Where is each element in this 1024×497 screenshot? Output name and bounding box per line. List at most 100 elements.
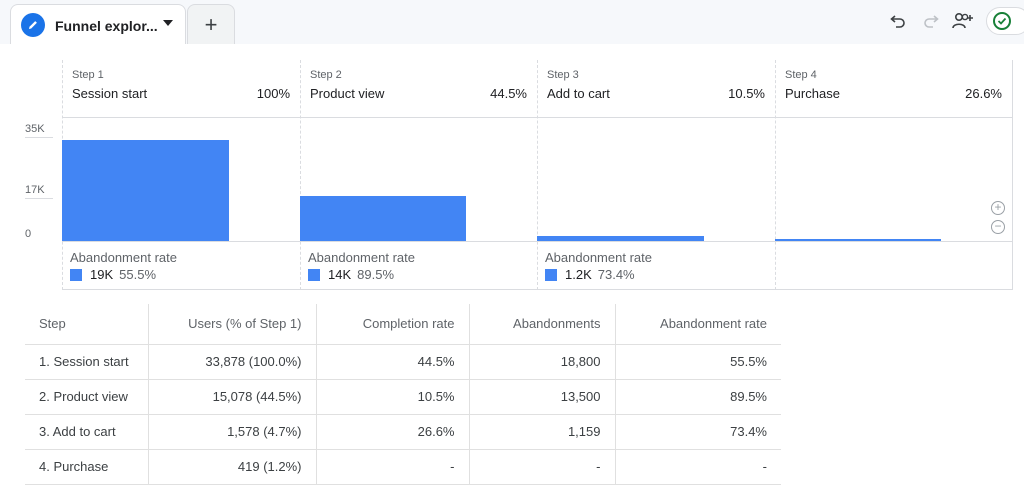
cell-abandonment-rate: 89.5% — [615, 379, 781, 415]
table-row[interactable]: 1. Session start 33,878 (100.0%) 44.5% 1… — [25, 344, 781, 380]
column-divider — [775, 60, 776, 290]
step-header: Step 2 Product view 44.5% — [300, 60, 537, 118]
step-header: Step 4 Purchase 26.6% — [775, 60, 1012, 118]
cell-completion-rate: 10.5% — [316, 379, 470, 415]
cell-users: 1,578 (4.7%) — [148, 414, 317, 450]
step-percent: 100% — [256, 86, 290, 101]
exploration-canvas: 35K 17K 0 Step 1 Session start 100% Aban… — [0, 44, 1024, 497]
column-divider — [1012, 60, 1013, 290]
abandonment-summary[interactable]: 19K 55.5% — [70, 267, 156, 282]
add-tab-button[interactable]: + — [187, 4, 235, 44]
cell-abandonment-rate: 55.5% — [615, 344, 781, 380]
funnel-step-3[interactable]: Step 3 Add to cart 10.5% Abandonment rat… — [537, 60, 775, 290]
funnel-chart: 35K 17K 0 Step 1 Session start 100% Aban… — [25, 60, 1013, 290]
step-header: Step 3 Add to cart 10.5% — [537, 60, 775, 118]
funnel-step-2[interactable]: Step 2 Product view 44.5% Abandonment ra… — [300, 60, 537, 290]
column-header-step[interactable]: Step — [25, 304, 149, 345]
cell-abandonments: - — [469, 449, 616, 485]
funnel-bar[interactable] — [537, 236, 704, 241]
redo-button[interactable] — [918, 8, 944, 34]
cell-abandonment-rate: 73.4% — [615, 414, 781, 450]
y-tick-label: 0 — [25, 228, 32, 240]
legend-swatch — [545, 268, 557, 281]
y-gridline — [25, 198, 53, 199]
funnel-bar[interactable] — [300, 196, 466, 241]
status-pill[interactable] — [986, 7, 1024, 35]
abandonment-rate: 73.4% — [597, 267, 635, 282]
funnel-step-4[interactable]: Step 4 Purchase 26.6% — [775, 60, 1012, 290]
cell-completion-rate: 44.5% — [316, 344, 470, 380]
cell-step: 1. Session start — [25, 344, 149, 380]
step-name: Purchase — [785, 86, 840, 101]
column-header-abandonments[interactable]: Abandonments — [469, 304, 616, 345]
abandonment-summary[interactable]: 1.2K 73.4% — [545, 267, 635, 282]
zoom-in-icon[interactable]: + — [991, 201, 1005, 215]
cell-abandonments: 13,500 — [469, 379, 616, 415]
column-header-completion-rate[interactable]: Completion rate — [316, 304, 470, 345]
legend-swatch — [308, 268, 320, 281]
cell-step: 2. Product view — [25, 379, 149, 415]
cell-completion-rate: 26.6% — [316, 414, 470, 450]
y-tick-label: 35K — [25, 123, 45, 135]
pencil-icon[interactable] — [21, 13, 45, 37]
funnel-table: Step Users (% of Step 1) Completion rate… — [25, 304, 781, 485]
top-tab-bar: Funnel explor... + — [0, 0, 1024, 44]
step-number: Step 3 — [547, 69, 579, 81]
redo-icon — [924, 15, 939, 28]
abandonment-summary[interactable]: 14K 89.5% — [308, 267, 394, 282]
tab-title: Funnel explor... — [55, 18, 158, 34]
plus-icon: + — [204, 11, 218, 37]
chevron-down-icon[interactable] — [163, 20, 173, 26]
cell-completion-rate: - — [316, 449, 470, 485]
table-row[interactable]: 3. Add to cart 1,578 (4.7%) 26.6% 1,159 … — [25, 414, 781, 450]
table-row[interactable]: 2. Product view 15,078 (44.5%) 10.5% 13,… — [25, 379, 781, 415]
step-percent: 44.5% — [490, 86, 527, 101]
abandonment-rate: 55.5% — [119, 267, 157, 282]
step-name: Session start — [72, 86, 148, 101]
cell-abandonment-rate: - — [615, 449, 781, 485]
step-name: Product view — [310, 86, 385, 101]
column-header-users[interactable]: Users (% of Step 1) — [148, 304, 317, 345]
cell-abandonments: 1,159 — [469, 414, 616, 450]
cell-step: 3. Add to cart — [25, 414, 149, 450]
abandonment-label: Abandonment rate — [545, 250, 652, 265]
abandonment-count: 14K — [328, 267, 352, 282]
cell-users: 419 (1.2%) — [148, 449, 317, 485]
table-header-row: Step Users (% of Step 1) Completion rate… — [25, 304, 781, 345]
funnel-step-1[interactable]: Step 1 Session start 100% Abandonment ra… — [62, 60, 300, 290]
abandonment-count: 1.2K — [565, 267, 592, 282]
funnel-bar[interactable] — [62, 140, 229, 241]
step-number: Step 4 — [785, 69, 817, 81]
cell-step: 4. Purchase — [25, 449, 149, 485]
y-tick-label: 17K — [25, 184, 45, 196]
share-button[interactable] — [950, 8, 976, 34]
cell-users: 33,878 (100.0%) — [148, 344, 317, 380]
cell-abandonments: 18,800 — [469, 344, 616, 380]
table-row[interactable]: 4. Purchase 419 (1.2%) - - - — [25, 449, 781, 485]
undo-button[interactable] — [885, 8, 911, 34]
abandonment-label: Abandonment rate — [308, 250, 415, 265]
step-number: Step 1 — [72, 69, 104, 81]
step-number: Step 2 — [310, 69, 342, 81]
abandonment-rate: 89.5% — [357, 267, 395, 282]
cell-users: 15,078 (44.5%) — [148, 379, 317, 415]
legend-swatch — [70, 268, 82, 281]
step-name: Add to cart — [547, 86, 610, 101]
zoom-out-icon[interactable]: − — [991, 220, 1005, 234]
step-header: Step 1 Session start 100% — [62, 60, 300, 118]
column-divider — [537, 60, 538, 290]
column-header-abandonment-rate[interactable]: Abandonment rate — [615, 304, 781, 345]
abandonment-label: Abandonment rate — [70, 250, 177, 265]
abandonment-count: 19K — [90, 267, 114, 282]
chart-baseline — [62, 241, 1013, 242]
tab-funnel-exploration[interactable]: Funnel explor... — [10, 4, 186, 44]
y-gridline — [25, 137, 53, 138]
funnel-bar[interactable] — [775, 239, 941, 241]
check-circle-icon — [993, 12, 1011, 30]
undo-icon — [890, 15, 905, 28]
step-percent: 26.6% — [965, 86, 1002, 101]
step-percent: 10.5% — [728, 86, 765, 101]
person-add-icon — [952, 12, 973, 29]
chart-bottom-border — [62, 289, 1013, 290]
column-divider — [300, 60, 301, 290]
